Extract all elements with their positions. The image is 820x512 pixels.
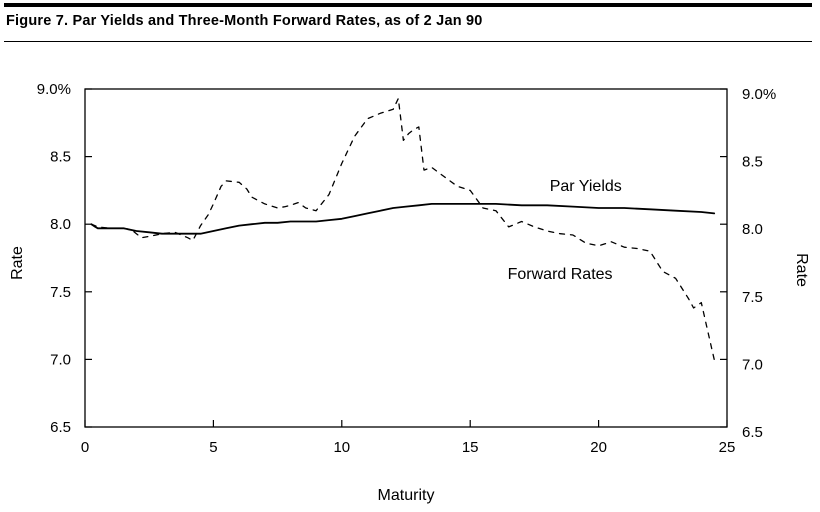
y-tick-label-right: 6.5 (742, 424, 763, 441)
y-tick-label-right: 7.0 (742, 356, 763, 373)
forward-rates-label: Forward Rates (508, 266, 613, 283)
y-axis-title-right: Rate (793, 253, 810, 287)
par-yields-line (90, 202, 716, 235)
x-tick-label: 20 (590, 439, 607, 456)
figure-title: Figure 7. Par Yields and Three-Month For… (6, 13, 483, 29)
y-tick-label-left: 8.5 (50, 149, 71, 166)
plot-frame (84, 88, 728, 428)
y-tick-label-left: 9.0% (37, 81, 71, 98)
y-tick-label-right: 7.5 (742, 289, 763, 306)
y-tick-label-left: 7.0 (50, 351, 71, 368)
x-tick-label: 0 (81, 439, 89, 456)
forward-rates-line (90, 97, 715, 361)
plot-area-border (84, 88, 728, 428)
par-yields-label: Par Yields (550, 178, 622, 195)
axis-ticks: 0 5 10 15 20 25 6.5 6.5 7.0 7.0 7.5 7.5 8.0 8.0 8.5 8.5… (37, 81, 776, 456)
y-tick-label-left: 7.5 (50, 284, 71, 301)
y-axis-title-left: Rate (9, 246, 26, 280)
series-lines (90, 97, 716, 361)
y-tick-label-right: 8.0 (742, 221, 763, 238)
y-tick-label-right: 8.5 (742, 154, 763, 171)
top-rule (4, 3, 812, 7)
x-tick-label: 5 (209, 439, 217, 456)
title-rule (4, 41, 812, 42)
y-tick-label-right: 9.0% (742, 86, 776, 103)
chart-labels: Par Yields Forward Rates Maturity Rate Rate (9, 178, 810, 504)
x-tick-label: 15 (462, 439, 479, 456)
y-tick-label-left: 6.5 (50, 419, 71, 436)
x-axis-title: Maturity (378, 487, 435, 504)
x-tick-label: 25 (719, 439, 736, 456)
x-tick-label: 10 (333, 439, 350, 456)
y-tick-label-left: 8.0 (50, 216, 71, 233)
